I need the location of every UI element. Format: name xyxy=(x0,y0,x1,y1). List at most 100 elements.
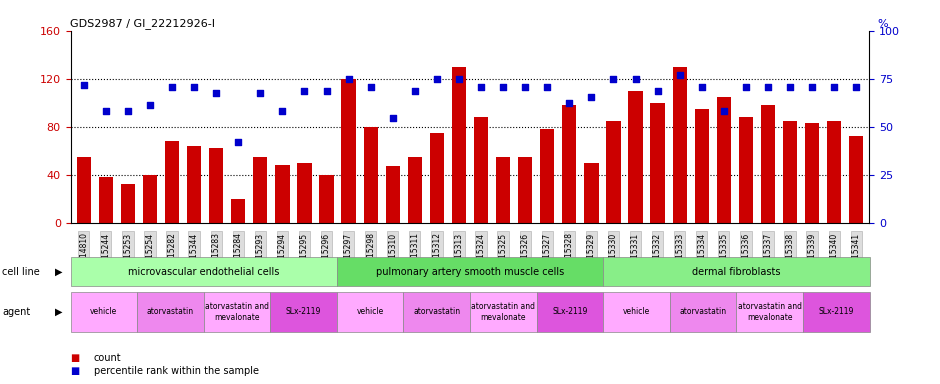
Bar xyxy=(70,257,337,286)
Text: agent: agent xyxy=(2,307,30,317)
Bar xyxy=(337,257,603,286)
Point xyxy=(99,108,114,114)
Bar xyxy=(695,109,709,223)
Text: cell line: cell line xyxy=(2,266,39,277)
Bar xyxy=(143,175,157,223)
Text: ▶: ▶ xyxy=(55,266,62,277)
Text: ▶: ▶ xyxy=(55,307,62,317)
Bar xyxy=(518,157,532,223)
Point xyxy=(695,84,710,90)
Point xyxy=(518,84,533,90)
Text: %: % xyxy=(877,19,888,29)
Bar xyxy=(341,79,355,223)
Point xyxy=(451,76,466,82)
Text: percentile rank within the sample: percentile rank within the sample xyxy=(94,366,259,376)
Bar xyxy=(606,121,620,223)
Text: ■: ■ xyxy=(70,366,80,376)
Bar xyxy=(603,292,669,332)
Point xyxy=(164,84,180,90)
Text: atorvastatin: atorvastatin xyxy=(414,308,461,316)
Point xyxy=(826,84,841,90)
Point xyxy=(297,88,312,94)
Bar xyxy=(736,292,803,332)
Point xyxy=(495,84,510,90)
Text: SLx-2119: SLx-2119 xyxy=(286,308,321,316)
Bar xyxy=(562,105,576,223)
Point xyxy=(782,84,797,90)
Bar xyxy=(783,121,797,223)
Bar xyxy=(537,292,603,332)
Bar xyxy=(70,292,137,332)
Bar xyxy=(364,127,378,223)
Bar xyxy=(430,133,444,223)
Point xyxy=(253,90,268,96)
Point xyxy=(606,76,621,82)
Bar xyxy=(452,67,466,223)
Point xyxy=(385,115,400,121)
Text: SLx-2119: SLx-2119 xyxy=(552,308,588,316)
Bar xyxy=(209,148,224,223)
Bar xyxy=(603,257,870,286)
Bar xyxy=(385,166,400,223)
Point xyxy=(341,76,356,82)
Point xyxy=(562,100,577,106)
Text: microvascular endothelial cells: microvascular endothelial cells xyxy=(128,266,279,277)
Text: atorvastatin and
mevalonate: atorvastatin and mevalonate xyxy=(205,302,269,322)
Point xyxy=(363,84,378,90)
Point xyxy=(274,108,290,114)
Bar xyxy=(760,105,776,223)
Bar xyxy=(320,175,334,223)
Bar xyxy=(231,199,245,223)
Bar xyxy=(474,117,488,223)
Bar xyxy=(187,146,201,223)
Bar xyxy=(716,97,731,223)
Bar xyxy=(271,292,337,332)
Bar xyxy=(408,157,422,223)
Text: atorvastatin and
mevalonate: atorvastatin and mevalonate xyxy=(471,302,535,322)
Point xyxy=(186,84,201,90)
Point xyxy=(407,88,422,94)
Point xyxy=(474,84,489,90)
Bar xyxy=(585,163,599,223)
Point xyxy=(143,102,158,108)
Bar xyxy=(805,123,820,223)
Bar xyxy=(827,121,841,223)
Text: dermal fibroblasts: dermal fibroblasts xyxy=(692,266,780,277)
Bar xyxy=(739,117,753,223)
Point xyxy=(120,108,135,114)
Bar xyxy=(803,292,870,332)
Text: pulmonary artery smooth muscle cells: pulmonary artery smooth muscle cells xyxy=(376,266,564,277)
Bar xyxy=(297,163,312,223)
Point xyxy=(319,88,334,94)
Point xyxy=(760,84,776,90)
Bar xyxy=(204,292,271,332)
Bar xyxy=(650,103,665,223)
Bar xyxy=(849,136,864,223)
Point xyxy=(230,139,245,146)
Bar xyxy=(275,165,290,223)
Point xyxy=(739,84,754,90)
Point xyxy=(76,82,91,88)
Bar xyxy=(470,292,537,332)
Bar xyxy=(120,184,135,223)
Point xyxy=(849,84,864,90)
Text: GDS2987 / GI_22212926-I: GDS2987 / GI_22212926-I xyxy=(70,18,215,30)
Point xyxy=(430,76,445,82)
Point xyxy=(540,84,555,90)
Text: atorvastatin and
mevalonate: atorvastatin and mevalonate xyxy=(738,302,802,322)
Point xyxy=(805,84,820,90)
Bar xyxy=(337,292,403,332)
Bar xyxy=(672,67,687,223)
Bar xyxy=(164,141,180,223)
Text: vehicle: vehicle xyxy=(356,308,384,316)
Bar xyxy=(99,177,113,223)
Bar xyxy=(253,157,268,223)
Bar xyxy=(628,91,643,223)
Bar xyxy=(540,129,555,223)
Point xyxy=(209,90,224,96)
Text: atorvastatin: atorvastatin xyxy=(680,308,727,316)
Bar xyxy=(669,292,736,332)
Text: atorvastatin: atorvastatin xyxy=(147,308,194,316)
Text: ■: ■ xyxy=(70,353,80,363)
Text: vehicle: vehicle xyxy=(90,308,118,316)
